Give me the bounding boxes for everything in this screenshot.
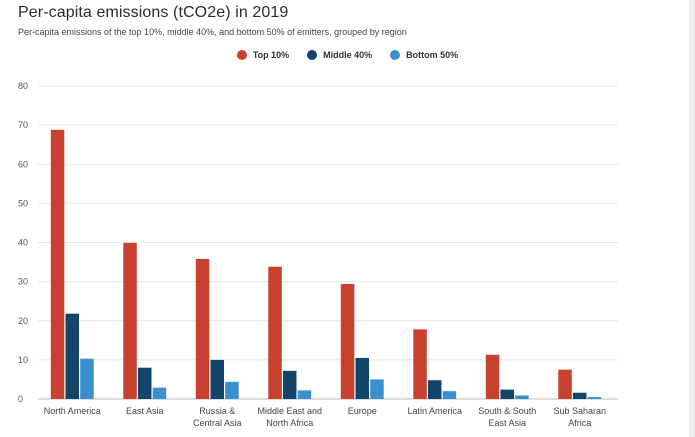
bar-bottom-50: [152, 387, 167, 399]
bar-middle-40: [428, 380, 442, 399]
y-tick-label: 80: [18, 81, 28, 91]
bar-bottom-50: [442, 391, 457, 399]
bar-middle-40: [573, 392, 587, 399]
y-tick-label: 60: [18, 159, 28, 169]
legend-label-bottom: Bottom 50%: [406, 50, 459, 60]
bar-middle-40: [138, 367, 152, 399]
x-category-label: Latin America: [407, 406, 462, 416]
y-tick-label: 20: [18, 316, 28, 326]
x-category-label: East Asia: [126, 406, 164, 416]
chart-title: Per-capita emissions (tCO2e) in 2019: [18, 4, 289, 21]
chart-subtitle: Per-capita emissions of the top 10%, mid…: [18, 27, 407, 37]
x-category-label: Middle East and: [257, 406, 322, 416]
bar-top-10: [123, 242, 137, 399]
bar-bottom-50: [297, 390, 312, 399]
x-category-label: East Asia: [488, 418, 526, 428]
bar-bottom-50: [370, 379, 384, 399]
bar-bottom-50: [80, 358, 94, 399]
legend-item-top[interactable]: Top 10%: [236, 50, 290, 60]
bars: [50, 129, 602, 399]
legend-label-middle: Middle 40%: [323, 50, 373, 60]
x-category-label: Europe: [348, 406, 377, 416]
bar-bottom-50: [225, 381, 239, 399]
bar-top-10: [195, 258, 210, 399]
x-category-label: Sub Saharan: [553, 406, 606, 416]
y-axis-ticks: 0 10 20 30 40 50 60 70 80: [18, 81, 28, 404]
legend-item-middle[interactable]: Middle 40%: [307, 50, 372, 60]
bar-middle-40: [500, 389, 514, 399]
x-category-label: South & South: [478, 406, 536, 416]
x-axis-labels: North America East Asia Russia & Central As…: [44, 406, 606, 428]
y-tick-label: 40: [18, 238, 28, 248]
bar-middle-40: [283, 370, 297, 399]
x-category-label: North Africa: [266, 418, 313, 428]
x-category-label: Central Asia: [193, 418, 242, 428]
x-category-label: North America: [44, 406, 101, 416]
y-tick-label: 70: [18, 120, 28, 130]
bar-top-10: [50, 129, 65, 399]
legend-label-top: Top 10%: [252, 50, 290, 60]
bar-middle-40: [355, 357, 369, 399]
legend-swatch-middle: [307, 50, 318, 60]
legend-swatch-bottom: [390, 50, 401, 60]
chart-legend: Top 10% Middle 40% Bottom 50%: [0, 50, 695, 60]
legend-swatch-top: [236, 50, 247, 60]
bar-middle-40: [210, 359, 224, 399]
y-tick-label: 50: [18, 198, 28, 208]
scrollbar-track[interactable]: [689, 0, 695, 437]
y-tick-label: 10: [18, 355, 28, 365]
bar-top-10: [340, 283, 355, 399]
x-category-label: Africa: [568, 418, 591, 428]
bar-top-10: [413, 329, 427, 399]
bar-top-10: [485, 354, 500, 399]
y-tick-label: 30: [18, 277, 28, 287]
bar-bottom-50: [587, 397, 602, 399]
x-category-label: Russia &: [199, 406, 235, 416]
bar-top-10: [558, 369, 572, 399]
bar-middle-40: [65, 313, 79, 399]
bar-top-10: [268, 266, 282, 399]
legend-item-bottom[interactable]: Bottom 50%: [390, 50, 458, 60]
bar-bottom-50: [515, 395, 529, 399]
y-tick-label: 0: [18, 394, 23, 404]
